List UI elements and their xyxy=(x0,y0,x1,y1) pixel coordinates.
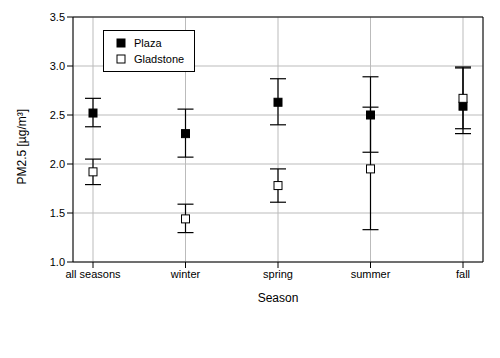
svg-text:summer: summer xyxy=(351,268,391,280)
svg-text:1.0: 1.0 xyxy=(50,256,65,268)
svg-text:3.0: 3.0 xyxy=(50,60,65,72)
svg-text:all seasons: all seasons xyxy=(65,268,121,280)
svg-text:1.5: 1.5 xyxy=(50,207,65,219)
svg-text:2.0: 2.0 xyxy=(50,158,65,170)
svg-text:3.5: 3.5 xyxy=(50,11,65,23)
html-text:Plaza: Plaza xyxy=(134,37,162,49)
svg-text:PM2.5 [µg/m³]: PM2.5 [µg/m³] xyxy=(15,109,29,185)
html-text:Gladstone: Gladstone xyxy=(134,53,185,65)
svg-text:2.5: 2.5 xyxy=(50,109,65,121)
svg-text:fall: fall xyxy=(456,268,470,280)
svg-text:Season: Season xyxy=(258,291,299,305)
svg-text:spring: spring xyxy=(263,268,293,280)
svg-text:winter: winter xyxy=(170,268,201,280)
